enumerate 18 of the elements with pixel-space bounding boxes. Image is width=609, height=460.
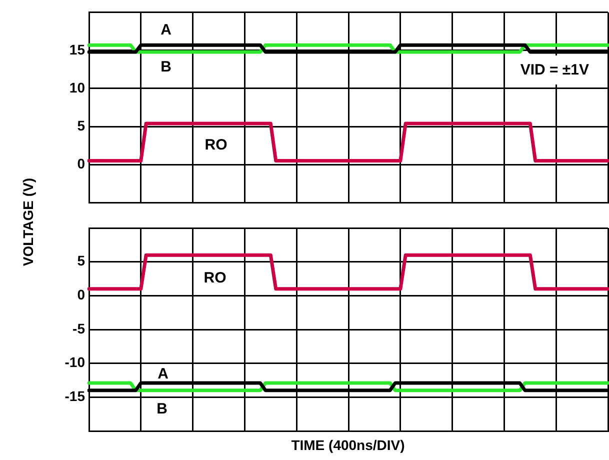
annotation: RO [204,270,226,286]
x-axis-title: TIME (400ns/DIV) [291,437,405,453]
y-tick-label: 15 [69,41,86,58]
y-tick-label: 10 [69,79,86,96]
annotation: A [158,366,168,382]
y-tick-label: 0 [77,155,86,172]
annotation: B [160,58,172,76]
y-tick-label: -10 [64,354,86,370]
annotation: RO [204,136,228,154]
y-tick-label: 0 [77,286,86,303]
y-axis-title: VOLTAGE (V) [20,178,36,266]
annotation: A [160,22,172,38]
annotation: VID = ±1V [506,56,599,84]
y-tick-label: 5 [77,117,86,134]
y-tick-label: 5 [77,252,86,269]
y-tick-label: -15 [64,388,86,404]
y-tick-label: -5 [72,320,86,336]
annotation: B [156,400,168,418]
